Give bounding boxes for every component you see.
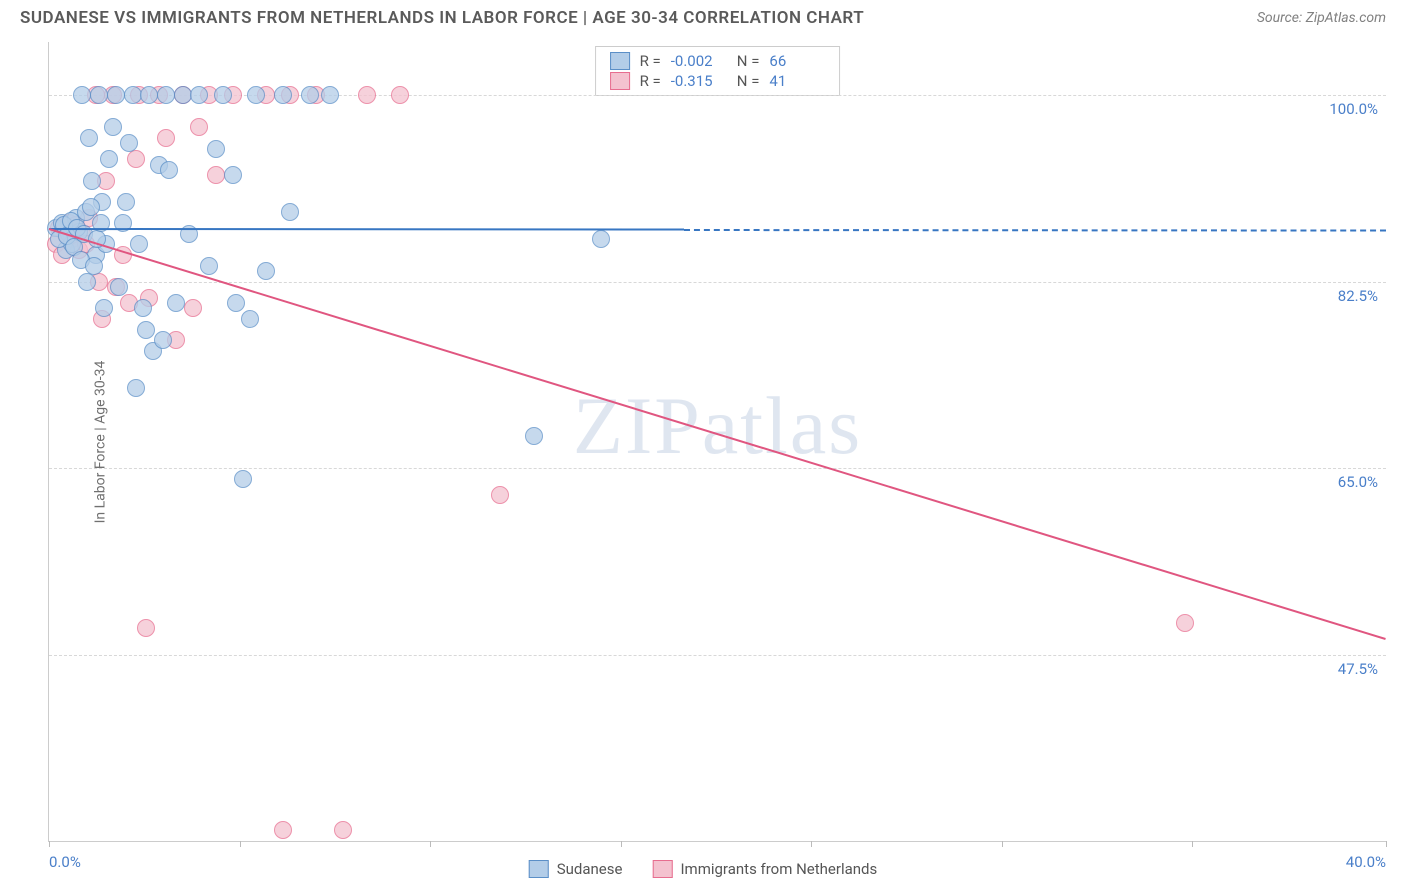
data-point	[247, 86, 265, 104]
data-point	[82, 198, 100, 216]
data-point	[301, 86, 319, 104]
y-tick-label: 65.0%	[1338, 473, 1378, 491]
y-axis-title: In Labor Force | Age 30-34	[92, 360, 108, 523]
legend-swatch	[610, 72, 630, 90]
legend-item: Sudanese	[529, 860, 623, 878]
y-tick-label: 100.0%	[1329, 100, 1378, 118]
x-axis-min-label: 0.0%	[49, 853, 81, 871]
r-label: R =	[640, 52, 661, 70]
chart-source: Source: ZipAtlas.com	[1257, 10, 1386, 26]
data-point	[157, 86, 175, 104]
chart-header: SUDANESE VS IMMIGRANTS FROM NETHERLANDS …	[0, 0, 1406, 34]
legend-label: Sudanese	[557, 860, 623, 878]
chart-plot-area: In Labor Force | Age 30-34 ZIPatlas 0.0%…	[48, 42, 1386, 842]
gridline	[49, 655, 1386, 656]
regression-line	[49, 228, 684, 231]
data-point	[130, 235, 148, 253]
gridline	[49, 282, 1386, 283]
x-tick	[1192, 841, 1193, 847]
data-point	[120, 134, 138, 152]
data-point	[190, 118, 208, 136]
stats-row: R = -0.002 N = 66	[610, 51, 826, 71]
gridline	[49, 468, 1386, 469]
regression-line-extrapolated	[684, 229, 1386, 232]
r-value: -0.315	[671, 72, 727, 90]
data-point	[334, 821, 352, 839]
data-point	[90, 86, 108, 104]
data-point	[281, 203, 299, 221]
data-point	[127, 379, 145, 397]
legend-swatch	[652, 860, 672, 878]
data-point	[214, 86, 232, 104]
data-point	[241, 310, 259, 328]
data-point	[274, 821, 292, 839]
data-point	[157, 129, 175, 147]
data-point	[100, 150, 118, 168]
data-point	[117, 193, 135, 211]
x-tick	[1002, 841, 1003, 847]
data-point	[160, 161, 178, 179]
data-point	[257, 262, 275, 280]
data-point	[167, 294, 185, 312]
chart-title: SUDANESE VS IMMIGRANTS FROM NETHERLANDS …	[20, 8, 864, 28]
x-tick	[430, 841, 431, 847]
n-label: N =	[737, 72, 760, 90]
x-tick	[811, 841, 812, 847]
data-point	[227, 294, 245, 312]
x-axis-max-label: 40.0%	[1346, 853, 1386, 871]
data-point	[274, 86, 292, 104]
correlation-stats-legend: R = -0.002 N = 66 R = -0.315 N = 41	[595, 46, 841, 96]
data-point	[321, 86, 339, 104]
r-value: -0.002	[671, 52, 727, 70]
data-point	[127, 150, 145, 168]
data-point	[224, 166, 242, 184]
data-point	[525, 427, 543, 445]
legend-label: Immigrants from Netherlands	[680, 860, 877, 878]
data-point	[358, 86, 376, 104]
data-point	[207, 166, 225, 184]
data-point	[1176, 614, 1194, 632]
data-point	[104, 118, 122, 136]
data-point	[85, 257, 103, 275]
data-point	[140, 86, 158, 104]
data-point	[491, 486, 509, 504]
data-point	[95, 299, 113, 317]
stats-row: R = -0.315 N = 41	[610, 71, 826, 91]
x-tick	[240, 841, 241, 847]
data-point	[184, 299, 202, 317]
legend-swatch	[529, 860, 549, 878]
n-value: 41	[769, 72, 825, 90]
data-point	[124, 86, 142, 104]
legend-swatch	[610, 52, 630, 70]
x-tick	[49, 841, 50, 847]
data-point	[137, 619, 155, 637]
y-tick-label: 82.5%	[1338, 287, 1378, 305]
n-label: N =	[737, 52, 760, 70]
series-legend: Sudanese Immigrants from Netherlands	[529, 860, 878, 878]
data-point	[234, 470, 252, 488]
regression-line	[49, 228, 1387, 640]
x-tick	[1386, 841, 1387, 847]
n-value: 66	[769, 52, 825, 70]
data-point	[73, 86, 91, 104]
data-point	[200, 257, 218, 275]
x-tick	[621, 841, 622, 847]
r-label: R =	[640, 72, 661, 90]
legend-item: Immigrants from Netherlands	[652, 860, 877, 878]
data-point	[207, 140, 225, 158]
data-point	[174, 86, 192, 104]
data-point	[134, 299, 152, 317]
data-point	[137, 321, 155, 339]
data-point	[80, 129, 98, 147]
data-point	[154, 331, 172, 349]
watermark: ZIPatlas	[573, 379, 862, 473]
data-point	[107, 86, 125, 104]
data-point	[190, 86, 208, 104]
data-point	[78, 273, 96, 291]
data-point	[110, 278, 128, 296]
data-point	[592, 230, 610, 248]
y-tick-label: 47.5%	[1338, 660, 1378, 678]
data-point	[83, 172, 101, 190]
data-point	[391, 86, 409, 104]
